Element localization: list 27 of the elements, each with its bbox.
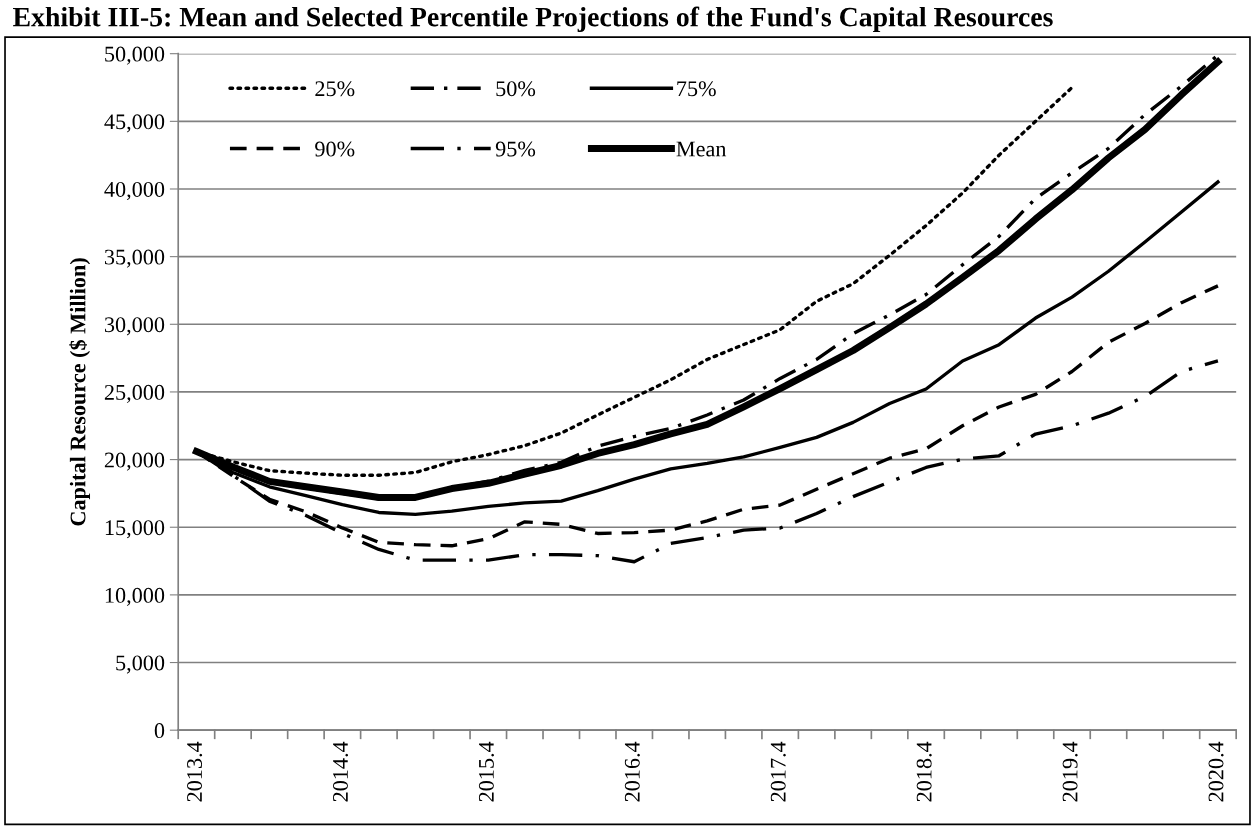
y-tick-label: 5,000 (116, 655, 165, 674)
x-tick-label: 2014.4 (332, 741, 349, 802)
y-tick-label: 35,000 (104, 249, 165, 268)
y-axis-title: Capital Resource ($ Million) (69, 258, 91, 526)
x-tick-label: 2018.4 (916, 741, 932, 802)
x-tick-label: 2013.4 (187, 741, 203, 802)
legend-label: 95% (495, 141, 536, 157)
y-tick-label: 0 (154, 723, 165, 739)
y-tick-label: 15,000 (105, 520, 165, 539)
y-tick-label: 30,000 (104, 317, 165, 336)
y-tick-label: 10,000 (105, 587, 165, 607)
x-tick-label: 2020.4 (1208, 741, 1224, 802)
y-tick-label: 45,000 (104, 114, 165, 133)
y-tick-label: 20,000 (104, 452, 165, 471)
y-tick-label: 50,000 (105, 46, 165, 65)
x-tick-label: 2015.4 (478, 741, 494, 802)
legend-label: 50% (496, 81, 536, 97)
chart-title: Exhibit III-5: Mean and Selected Percentile Projections of the Fund's Capital Resources (13, 6, 1053, 33)
legend-label: Mean (676, 141, 727, 157)
legend-label: 75% (677, 81, 716, 97)
y-tick-label: 25,000 (104, 384, 165, 404)
legend-label: 25% (315, 81, 355, 97)
x-tick-label: 2017.4 (770, 741, 786, 802)
x-tick-label: 2016.4 (624, 741, 640, 802)
legend-label: 90% (315, 141, 355, 157)
x-tick-label: 2019.4 (1062, 741, 1078, 802)
y-tick-label: 40,000 (104, 181, 165, 201)
